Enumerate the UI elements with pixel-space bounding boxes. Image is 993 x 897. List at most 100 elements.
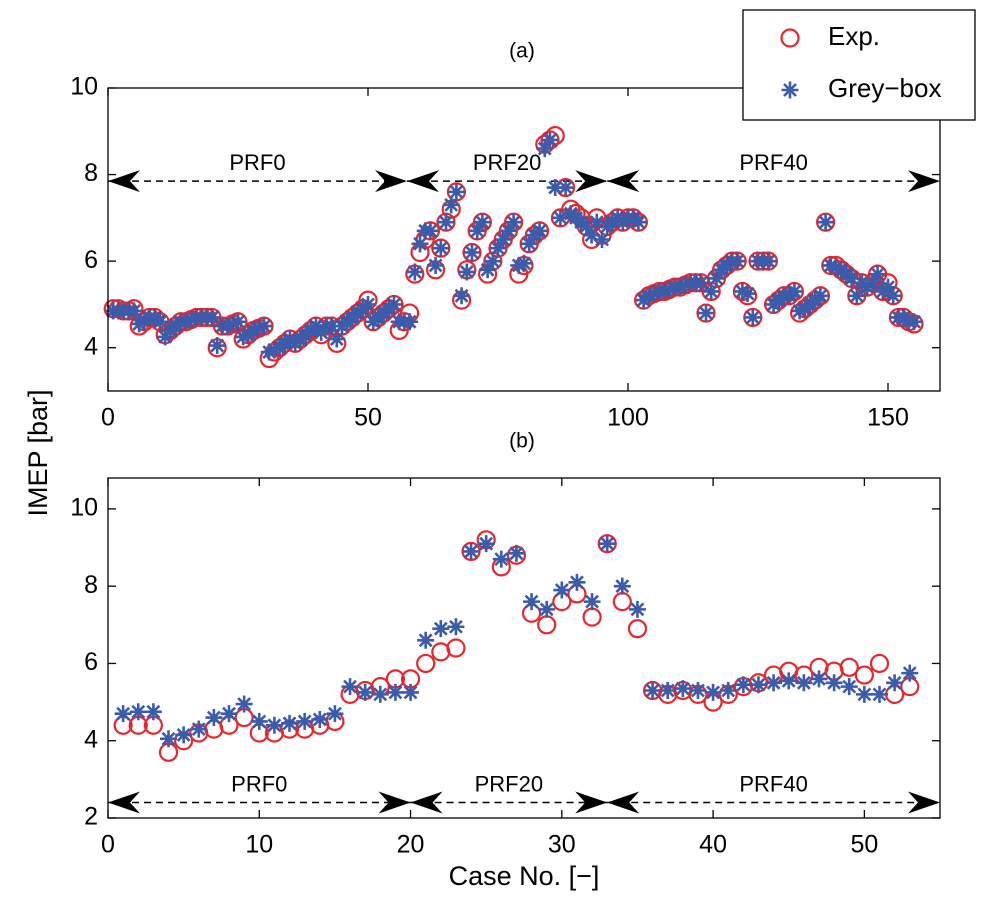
y-tick-label: 8 bbox=[84, 159, 98, 187]
data-point bbox=[645, 285, 663, 303]
legend-marker bbox=[780, 28, 800, 48]
data-point bbox=[505, 213, 523, 231]
data-point bbox=[744, 308, 762, 326]
y-tick-label: 6 bbox=[84, 246, 98, 274]
arrow-head bbox=[378, 791, 411, 814]
arrow-head bbox=[575, 170, 608, 193]
range-label: PRF0 bbox=[231, 771, 287, 796]
data-point bbox=[795, 674, 813, 692]
y-tick-label: 4 bbox=[84, 725, 98, 753]
x-tick-label: 10 bbox=[245, 831, 273, 859]
axes-box bbox=[107, 477, 941, 819]
range-label: PRF20 bbox=[475, 771, 543, 796]
data-point bbox=[822, 256, 840, 274]
data-point bbox=[205, 709, 223, 727]
data-point bbox=[453, 287, 471, 305]
data-point bbox=[593, 231, 611, 248]
data-point bbox=[416, 653, 436, 674]
range-label: PRF40 bbox=[739, 771, 807, 796]
data-point bbox=[250, 712, 268, 730]
data-point bbox=[484, 252, 502, 270]
legend-label: Exp. bbox=[828, 21, 880, 51]
y-tick-label: 4 bbox=[84, 332, 98, 360]
data-point bbox=[536, 140, 554, 158]
x-tick-label: 50 bbox=[850, 831, 878, 859]
data-point bbox=[538, 600, 556, 618]
data-point bbox=[402, 683, 420, 701]
arrow-head bbox=[410, 791, 443, 814]
data-point bbox=[577, 218, 595, 236]
data-point bbox=[473, 213, 491, 231]
data-point bbox=[901, 664, 919, 682]
data-point bbox=[870, 685, 888, 703]
arrow-head bbox=[607, 170, 640, 193]
data-point bbox=[507, 544, 525, 562]
data-point bbox=[553, 581, 571, 599]
data-point bbox=[224, 315, 242, 333]
data-point bbox=[417, 631, 435, 649]
data-point bbox=[311, 710, 329, 728]
data-point bbox=[598, 535, 616, 553]
data-point bbox=[386, 683, 404, 701]
arrow-head bbox=[108, 791, 140, 814]
data-point bbox=[190, 720, 208, 738]
data-point bbox=[541, 131, 559, 149]
data-point bbox=[843, 269, 861, 287]
data-point bbox=[719, 682, 737, 699]
x-tick-label: 150 bbox=[867, 404, 909, 432]
data-point bbox=[765, 674, 783, 692]
y-tick-label: 10 bbox=[70, 73, 98, 101]
data-point bbox=[702, 282, 720, 300]
data-point bbox=[531, 222, 549, 240]
chart-title: (a) bbox=[509, 40, 535, 63]
data-point bbox=[135, 311, 153, 329]
data-point bbox=[839, 657, 859, 677]
data-point bbox=[629, 213, 647, 231]
legend-marker bbox=[781, 81, 799, 99]
data-point bbox=[489, 239, 507, 257]
data-point bbox=[671, 278, 689, 296]
data-point bbox=[825, 674, 843, 692]
data-point bbox=[840, 678, 858, 696]
data-point bbox=[442, 196, 460, 214]
data-point bbox=[827, 259, 845, 277]
data-point bbox=[583, 593, 601, 611]
legend-label: Grey−box bbox=[828, 73, 941, 103]
data-point bbox=[281, 714, 299, 732]
data-point bbox=[855, 685, 873, 703]
data-point bbox=[810, 670, 828, 688]
data-point bbox=[260, 343, 278, 361]
data-point bbox=[661, 280, 679, 298]
x-tick-label: 100 bbox=[607, 404, 649, 432]
data-point bbox=[447, 183, 465, 201]
data-point bbox=[494, 231, 512, 248]
data-point bbox=[446, 638, 466, 658]
data-point bbox=[151, 313, 169, 331]
data-point bbox=[811, 287, 829, 305]
data-point bbox=[551, 209, 569, 227]
data-point bbox=[515, 254, 533, 272]
data-point bbox=[692, 274, 710, 292]
data-point bbox=[627, 619, 648, 639]
data-point bbox=[468, 222, 486, 240]
data-point bbox=[326, 705, 344, 723]
data-point bbox=[848, 287, 866, 305]
data-point bbox=[644, 682, 662, 699]
arrow-head bbox=[407, 170, 439, 193]
data-point bbox=[704, 683, 722, 701]
y-tick-label: 8 bbox=[84, 571, 98, 599]
data-point bbox=[676, 276, 694, 294]
data-point bbox=[296, 712, 314, 730]
y-tick-label: 6 bbox=[84, 648, 98, 676]
data-point bbox=[854, 665, 874, 685]
data-point bbox=[203, 308, 221, 326]
data-point bbox=[265, 716, 283, 734]
data-point bbox=[177, 313, 195, 331]
data-point bbox=[728, 252, 746, 270]
plot-area bbox=[108, 478, 940, 818]
range-label: PRF40 bbox=[739, 150, 807, 175]
data-point bbox=[219, 317, 237, 335]
x-tick-label: 40 bbox=[699, 831, 727, 859]
data-point bbox=[510, 256, 528, 274]
